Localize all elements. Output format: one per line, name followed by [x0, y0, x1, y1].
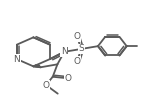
Text: O: O: [74, 57, 81, 66]
Text: O: O: [64, 74, 71, 83]
Text: N: N: [61, 47, 68, 56]
Text: O: O: [74, 32, 81, 41]
Text: S: S: [78, 44, 84, 54]
Text: N: N: [13, 55, 20, 64]
Text: O: O: [43, 80, 49, 90]
